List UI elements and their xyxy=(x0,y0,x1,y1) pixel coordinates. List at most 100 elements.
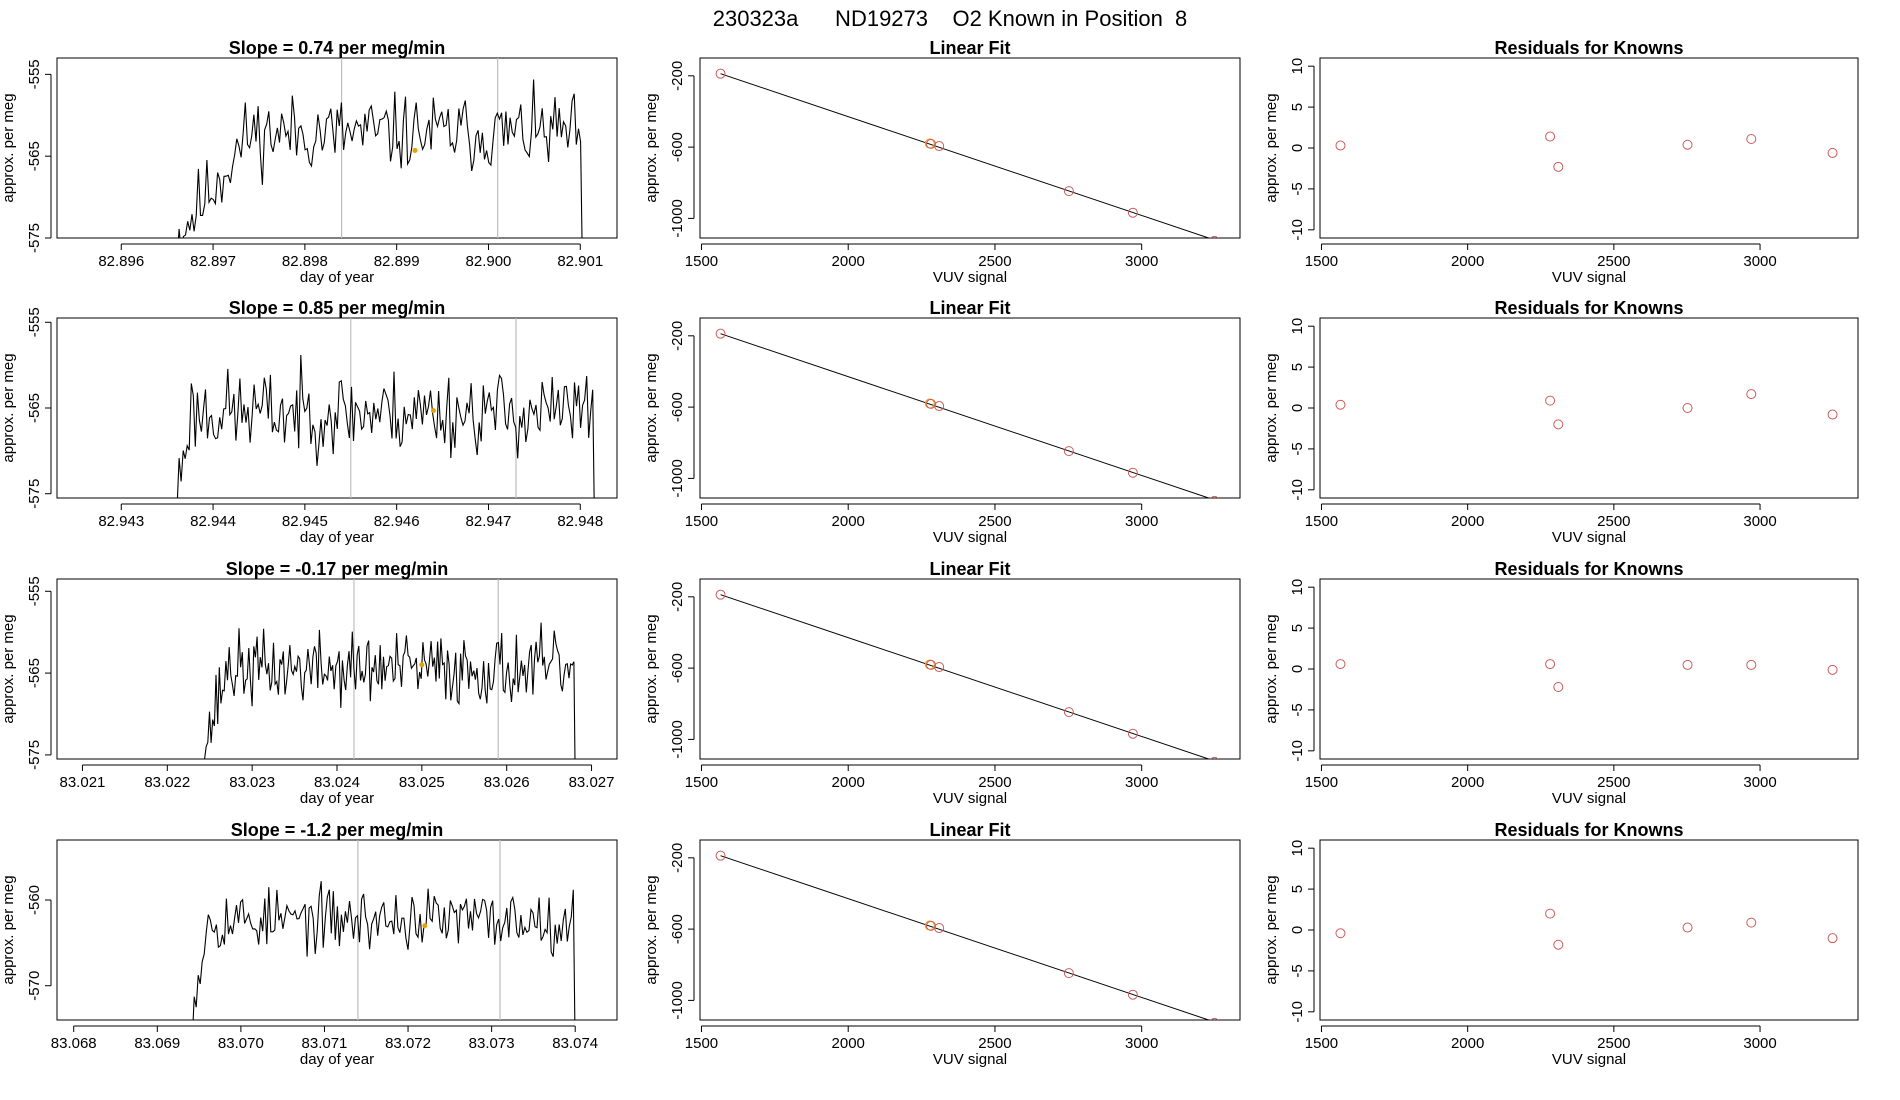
x-axis-title: VUV signal xyxy=(1552,790,1626,807)
data-point xyxy=(1545,131,1556,142)
plot-marks xyxy=(715,68,1219,238)
x-tick-label: 1500 xyxy=(1305,253,1338,270)
data-point xyxy=(1553,419,1564,430)
y-axis-title: approx. per meg xyxy=(1263,614,1280,723)
x-tick-label: 83.070 xyxy=(218,1035,264,1052)
plot-frame xyxy=(699,578,1241,760)
data-point xyxy=(1682,922,1693,933)
x-tick-label: 2500 xyxy=(978,253,1011,270)
plot-marks xyxy=(1335,389,1838,430)
panel-title: Residuals for Knowns xyxy=(1494,820,1683,840)
y-tick-label: -565 xyxy=(26,393,43,423)
x-axis-title: day of year xyxy=(300,529,374,546)
x-tick-label: 83.071 xyxy=(302,1035,348,1052)
x-axis-title: day of year xyxy=(300,1051,374,1068)
x-tick-label: 1500 xyxy=(685,774,718,791)
data-point xyxy=(1127,989,1138,1000)
y-tick-label: -1000 xyxy=(669,981,686,1019)
panel-grid: Slope = 0.74 per meg/min 82.896 82.897 82.8… xyxy=(0,38,1859,1068)
plot-frame xyxy=(699,839,1241,1021)
data-point xyxy=(1827,664,1838,675)
y-tick-label: -1000 xyxy=(669,720,686,758)
data-point xyxy=(715,328,726,339)
y-tick-label: -10 xyxy=(1289,219,1306,241)
data-point xyxy=(1827,409,1838,420)
x-axis-title: day of year xyxy=(300,269,374,286)
plot-frame xyxy=(699,57,1241,239)
y-tick-label: -555 xyxy=(26,576,43,606)
data-point xyxy=(715,589,726,600)
x-tick-label: 3000 xyxy=(1743,253,1776,270)
y-tick-label: -5 xyxy=(1289,442,1306,455)
data-point xyxy=(1063,968,1074,979)
x-tick-label: 1500 xyxy=(1305,774,1338,791)
plot-marks xyxy=(715,850,1219,1020)
data-point xyxy=(1545,659,1556,670)
x-tick-label: 2000 xyxy=(832,513,865,530)
y-tick-label: -10 xyxy=(1289,740,1306,762)
y-tick-label: -200 xyxy=(669,582,686,612)
highlight-point xyxy=(422,923,428,929)
data-point xyxy=(715,850,726,861)
y-tick-label: -600 xyxy=(669,914,686,944)
y-tick-label: 0 xyxy=(1289,404,1306,412)
chart-panel-6: Residuals for Knowns 1500 2000 2500 3000 VUV … xyxy=(1263,298,1859,546)
data-point xyxy=(934,141,945,152)
y-axis-title: approx. per meg xyxy=(1263,93,1280,202)
y-tick-label: -600 xyxy=(669,653,686,683)
x-tick-label: 83.024 xyxy=(314,774,360,791)
x-axis-title: VUV signal xyxy=(1552,269,1626,286)
x-tick-label: 82.948 xyxy=(557,513,603,530)
plot-marks xyxy=(204,579,576,759)
plot-frame xyxy=(56,578,618,760)
x-tick-label: 83.069 xyxy=(134,1035,180,1052)
x-axis-title: VUV signal xyxy=(933,269,1007,286)
y-tick-label: -1000 xyxy=(669,459,686,497)
x-tick-label: 2000 xyxy=(832,1035,865,1052)
data-point xyxy=(1335,928,1346,939)
plot-marks xyxy=(177,58,583,238)
x-axis-title: VUV signal xyxy=(933,529,1007,546)
series-line xyxy=(176,354,595,498)
data-point xyxy=(1553,161,1564,172)
data-point xyxy=(1746,134,1757,144)
x-tick-label: 3000 xyxy=(1125,774,1158,791)
y-tick-label: 0 xyxy=(1289,665,1306,673)
y-tick-label: 0 xyxy=(1289,144,1306,152)
y-tick-label: 5 xyxy=(1289,103,1306,111)
x-tick-label: 2000 xyxy=(1451,1035,1484,1052)
y-tick-label: -200 xyxy=(669,321,686,351)
chart-panel-12: Residuals for Knowns 1500 2000 2500 3000 VUV … xyxy=(1263,820,1859,1068)
panel-title: Linear Fit xyxy=(929,559,1010,579)
data-point xyxy=(1827,147,1838,158)
y-tick-label: 5 xyxy=(1289,363,1306,371)
data-point xyxy=(1746,659,1757,670)
y-tick-label: -600 xyxy=(669,132,686,162)
x-axis-title: VUV signal xyxy=(933,790,1007,807)
chart-panel-11: Linear Fit 1500 2000 2500 3000 VUV signal -100… xyxy=(643,820,1241,1068)
x-tick-label: 2500 xyxy=(978,513,1011,530)
y-tick-label: 0 xyxy=(1289,926,1306,934)
data-point xyxy=(1746,917,1757,928)
plot-frame xyxy=(56,839,618,1021)
x-tick-label: 1500 xyxy=(1305,513,1338,530)
x-tick-label: 1500 xyxy=(685,513,718,530)
x-tick-label: 83.068 xyxy=(51,1035,97,1052)
chart-panel-7: Slope = -0.17 per meg/min 83.021 83.022 83.… xyxy=(0,559,618,807)
y-tick-label: 5 xyxy=(1289,885,1306,893)
x-tick-label: 2500 xyxy=(1597,253,1630,270)
y-tick-label: -10 xyxy=(1289,479,1306,501)
highlight-point xyxy=(419,662,425,668)
x-tick-label: 3000 xyxy=(1743,513,1776,530)
data-point xyxy=(1210,756,1219,759)
data-point xyxy=(1210,495,1219,498)
y-tick-label: -560 xyxy=(26,885,43,915)
x-tick-label: 82.896 xyxy=(98,253,144,270)
data-point xyxy=(1063,707,1074,718)
data-point xyxy=(1682,403,1693,413)
y-tick-label: -1000 xyxy=(669,199,686,237)
x-axis-title: VUV signal xyxy=(933,1051,1007,1068)
y-tick-label: -5 xyxy=(1289,703,1306,716)
y-tick-label: -200 xyxy=(669,843,686,873)
